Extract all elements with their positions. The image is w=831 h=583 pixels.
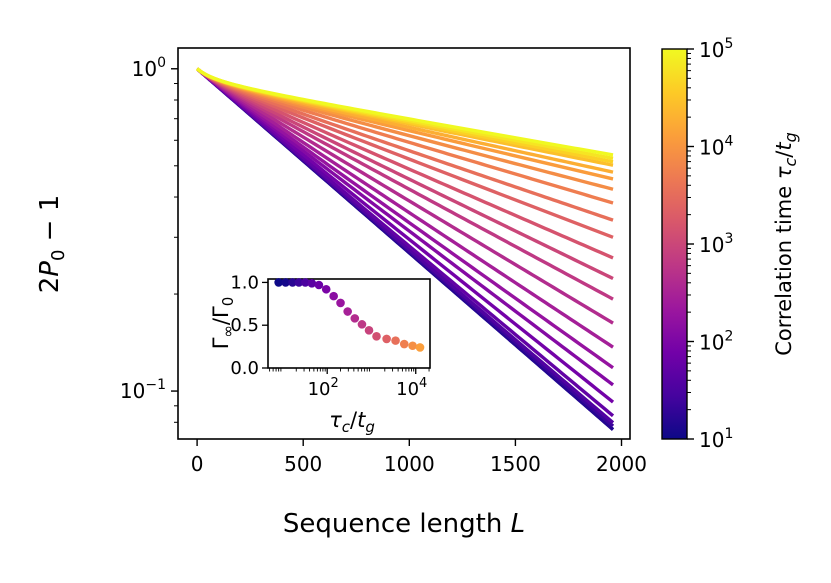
series-line-tau-100000 xyxy=(196,67,614,157)
colorbar-fill xyxy=(662,49,687,439)
colorbar-tick-label: 103 xyxy=(699,231,733,257)
inset-point xyxy=(357,320,367,329)
series-line-tau-120 xyxy=(195,67,615,387)
series-line-tau-970 xyxy=(196,67,614,281)
x-tick-label: 500 xyxy=(284,452,322,476)
x-tick-label: 1000 xyxy=(384,452,435,476)
x-tick-label: 2000 xyxy=(596,452,647,476)
inset-x-tick-label: 102 xyxy=(308,376,339,400)
x-tick-label: 1500 xyxy=(490,452,541,476)
colorbar-tick-label: 101 xyxy=(699,426,733,452)
series-line-tau-80 xyxy=(195,67,615,404)
inset-x-axis-label: τc/tg xyxy=(329,408,375,436)
inset-point xyxy=(350,314,360,323)
inset-point xyxy=(372,332,381,341)
inset-point xyxy=(274,278,283,287)
inset-point xyxy=(314,280,324,290)
main-y-axis-label: 2P0 − 1 xyxy=(35,195,69,294)
colorbar-tick-label: 102 xyxy=(699,329,733,355)
colorbar-tick-label: 104 xyxy=(699,134,733,160)
inset-point xyxy=(399,339,409,349)
series-line-tau-275 xyxy=(196,67,614,349)
inset-point xyxy=(415,343,425,352)
inset-plot: 0.0 0.5 1.0 102 104 τc/tg Γ∞/Γ0 xyxy=(209,272,431,436)
inset-point xyxy=(391,336,400,345)
series-line-tau-2250 xyxy=(196,67,614,239)
inset-point xyxy=(364,326,374,335)
inset-y-tick-label: 0.5 xyxy=(230,315,259,336)
inset-y-tick-label: 0.0 xyxy=(230,358,259,379)
colorbar-tick-label: 105 xyxy=(699,36,733,62)
inset-point xyxy=(307,278,317,288)
inset-points-group xyxy=(274,278,425,352)
colorbar-ticks: 101 102 103 104 105 xyxy=(687,36,733,452)
main-series-group xyxy=(195,67,615,431)
inset-y-axis-label: Γ∞/Γ0 xyxy=(209,297,237,350)
main-x-axis-label: Sequence length L xyxy=(283,509,525,539)
inset-axis-ticks: 0.0 0.5 1.0 102 104 xyxy=(230,272,430,400)
main-plot: 0 500 1000 1500 2000 100 10−1 Sequence length … xyxy=(35,47,647,539)
inset-point xyxy=(300,278,310,287)
colorbar-label: Correlation time τc/tg xyxy=(772,132,800,356)
inset-point xyxy=(288,278,297,287)
inset-x-tick-label: 104 xyxy=(396,376,427,400)
colorbar: 101 102 103 104 105 Correlation time τc/tg xyxy=(661,36,800,452)
y-tick-label: 100 xyxy=(132,55,166,81)
series-line-tau-5200 xyxy=(196,67,614,205)
inset-point xyxy=(382,334,391,344)
inset-point xyxy=(408,341,417,351)
inset-point xyxy=(294,278,304,287)
series-line-tau-3420 xyxy=(196,67,614,222)
main-axis-ticks: 0 500 1000 1500 2000 100 10−1 xyxy=(120,55,647,476)
series-line-tau-640 xyxy=(196,67,614,301)
main-plot-frame xyxy=(177,47,631,440)
x-tick-label: 0 xyxy=(191,452,204,476)
inset-point xyxy=(321,284,331,294)
y-tick-label: 10−1 xyxy=(120,377,166,403)
series-line-tau-180 xyxy=(196,67,615,370)
inset-plot-frame xyxy=(267,278,431,369)
inset-y-tick-label: 1.0 xyxy=(230,272,259,293)
series-line-tau-420 xyxy=(196,67,614,325)
inset-point xyxy=(343,307,352,316)
inset-point xyxy=(336,298,345,308)
inset-point xyxy=(329,291,338,301)
inset-point xyxy=(281,278,290,287)
series-line-tau-1480 xyxy=(196,67,614,260)
